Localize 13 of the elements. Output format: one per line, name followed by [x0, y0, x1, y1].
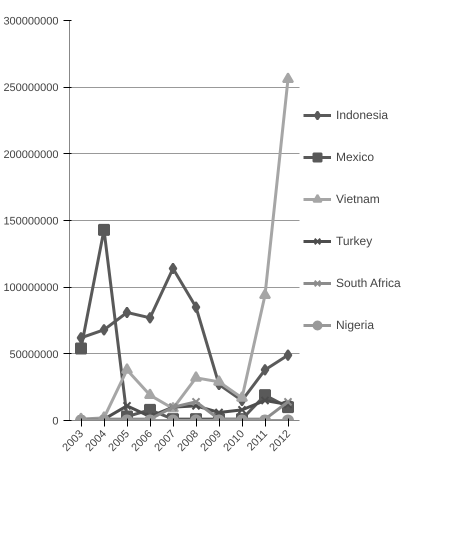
legend-label: South Africa — [336, 276, 401, 290]
y-tick-label: 150000000 — [3, 216, 59, 228]
legend-label: Turkey — [336, 234, 372, 248]
legend-label: Mexico — [336, 150, 374, 164]
y-tick-label: 250000000 — [3, 82, 59, 94]
legend-label: Indonesia — [336, 108, 388, 122]
legend-label: Nigeria — [336, 318, 374, 332]
legend-label: Vietnam — [336, 192, 380, 206]
y-tick-label: 300000000 — [3, 16, 59, 28]
y-tick-label: 0 — [52, 416, 59, 428]
y-tick-label: 200000000 — [3, 148, 59, 161]
y-tick-label: 100000000 — [3, 282, 59, 294]
y-tick-label: 50000000 — [10, 348, 59, 361]
